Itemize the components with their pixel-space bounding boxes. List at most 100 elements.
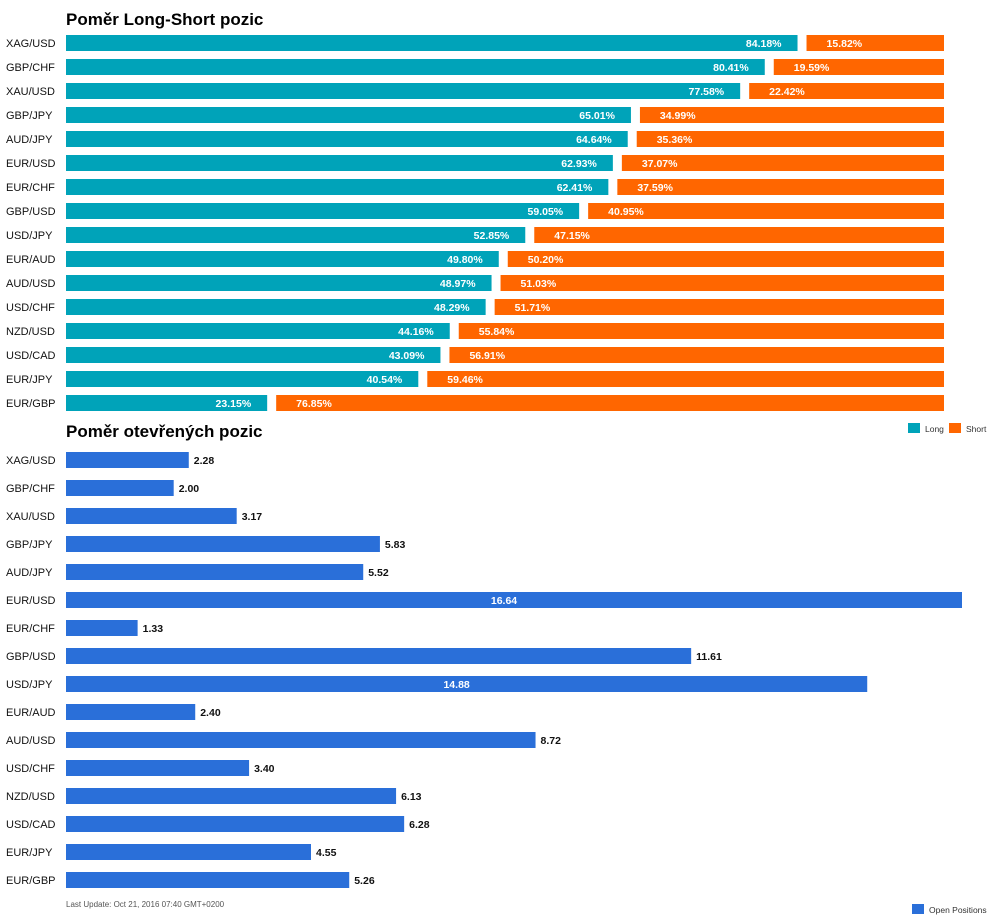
chart2-category-label: AUD/JPY [6, 567, 53, 579]
chart2-category-label: EUR/AUD [6, 707, 56, 719]
open-positions-value-label: 5.26 [354, 875, 375, 887]
open-positions-value-label: 4.55 [316, 847, 337, 859]
chart2-category-label: GBP/USD [6, 651, 56, 663]
short-value-label: 22.42% [769, 86, 805, 98]
chart1-category-label: XAG/USD [6, 38, 56, 50]
open-positions-value-label: 3.17 [242, 511, 263, 523]
short-bar [588, 203, 944, 219]
open-positions-value-label: 16.64 [491, 595, 517, 607]
chart1-category-label: USD/JPY [6, 230, 53, 242]
short-value-label: 51.71% [515, 302, 551, 314]
chart2-category-label: GBP/CHF [6, 483, 55, 495]
short-bar [449, 347, 944, 363]
chart2-category-label: EUR/GBP [6, 875, 56, 887]
long-value-label: 84.18% [746, 38, 782, 50]
long-bar [66, 323, 450, 339]
chart2-category-label: GBP/JPY [6, 539, 53, 551]
short-bar [507, 251, 944, 267]
last-update-text: Last Update: Oct 21, 2016 07:40 GMT+0200 [66, 900, 225, 909]
chart2-category-label: USD/JPY [6, 679, 53, 691]
long-value-label: 44.16% [398, 326, 434, 338]
long-value-label: 52.85% [474, 230, 510, 242]
short-value-label: 34.99% [660, 110, 696, 122]
short-bar [773, 59, 944, 75]
open-positions-bar [66, 788, 397, 804]
chart1-category-label: GBP/USD [6, 206, 56, 218]
long-value-label: 77.58% [689, 86, 725, 98]
short-bar [639, 107, 944, 123]
legend-short-swatch [949, 423, 961, 433]
long-value-label: 43.09% [389, 350, 425, 362]
long-value-label: 80.41% [713, 62, 749, 74]
open-positions-bar [66, 452, 189, 468]
long-bar [66, 179, 609, 195]
long-value-label: 62.41% [557, 182, 593, 194]
long-value-label: 59.05% [528, 206, 564, 218]
chart1-category-label: EUR/USD [6, 158, 56, 170]
chart2-category-label: USD/CAD [6, 819, 56, 831]
open-positions-value-label: 2.28 [194, 455, 215, 467]
chart1-category-label: EUR/AUD [6, 254, 56, 266]
long-value-label: 49.80% [447, 254, 483, 266]
chart1-category-label: EUR/JPY [6, 374, 53, 386]
chart2-category-label: EUR/JPY [6, 847, 53, 859]
short-value-label: 37.59% [637, 182, 673, 194]
legend-open-positions: Open Positions [912, 904, 987, 915]
open-positions-value-label: 6.13 [401, 791, 422, 803]
open-positions-value-label: 14.88 [443, 679, 469, 691]
open-positions-bar [66, 732, 536, 748]
short-bar [749, 83, 944, 99]
long-short-chart: XAG/USD 84.18% 15.82% GBP/CHF 80.41% 19.59% XA… [6, 35, 945, 411]
short-value-label: 55.84% [479, 326, 515, 338]
chart2-category-label: EUR/CHF [6, 623, 55, 635]
open-positions-value-label: 6.28 [409, 819, 430, 831]
open-positions-chart: XAG/USD 2.28 GBP/CHF 2.00 XAU/USD 3.17 GBP/JPY… [6, 452, 962, 888]
legend-long-short: Long Short [908, 423, 987, 434]
open-positions-bar [66, 816, 405, 832]
short-bar [806, 35, 944, 51]
long-value-label: 62.93% [561, 158, 597, 170]
long-bar [66, 251, 499, 267]
short-value-label: 35.36% [657, 134, 693, 146]
long-bar [66, 35, 798, 51]
open-positions-bar [66, 760, 250, 776]
chart1-category-label: NZD/USD [6, 326, 55, 338]
long-bar [66, 107, 631, 123]
chart1-category-label: GBP/CHF [6, 62, 55, 74]
legend-long-label: Long [925, 424, 944, 434]
open-positions-value-label: 11.61 [696, 651, 722, 663]
long-value-label: 23.15% [216, 398, 252, 410]
long-bar [66, 395, 268, 411]
short-value-label: 37.07% [642, 158, 678, 170]
open-positions-bar [66, 844, 311, 860]
long-bar [66, 299, 486, 315]
short-bar [500, 275, 944, 291]
legend-open-swatch [912, 904, 924, 914]
short-value-label: 56.91% [469, 350, 505, 362]
legend-open-label: Open Positions [929, 905, 987, 915]
chart2-category-label: EUR/USD [6, 595, 56, 607]
short-value-label: 59.46% [447, 374, 483, 386]
short-value-label: 76.85% [296, 398, 332, 410]
chart1-category-label: AUD/JPY [6, 134, 53, 146]
open-positions-value-label: 5.83 [385, 539, 406, 551]
open-positions-bar [66, 480, 174, 496]
short-bar [494, 299, 944, 315]
open-positions-value-label: 3.40 [254, 763, 275, 775]
short-bar [458, 323, 944, 339]
long-bar [66, 203, 580, 219]
open-positions-bar [66, 508, 237, 524]
long-value-label: 40.54% [367, 374, 403, 386]
long-value-label: 48.29% [434, 302, 470, 314]
long-bar [66, 371, 419, 387]
open-positions-value-label: 5.52 [368, 567, 389, 579]
open-positions-bar [66, 676, 868, 692]
open-positions-bar [66, 620, 138, 636]
long-bar [66, 59, 765, 75]
long-bar [66, 275, 492, 291]
short-bar [621, 155, 944, 171]
short-bar [636, 131, 944, 147]
short-bar [617, 179, 944, 195]
long-bar [66, 227, 526, 243]
short-bar [427, 371, 944, 387]
